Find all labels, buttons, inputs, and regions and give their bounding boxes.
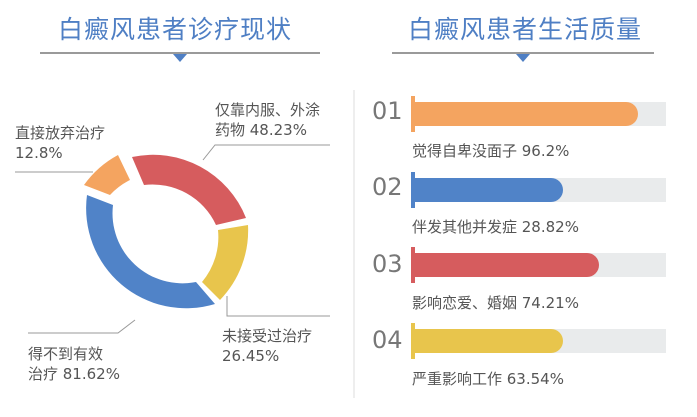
donut-chart — [15, 144, 330, 334]
rank-number: 04 — [372, 326, 403, 354]
right-title-divider — [392, 52, 654, 54]
donut-segment-ineffective — [86, 195, 215, 309]
bar-label: 影响恋爱、婚姻 74.21% — [412, 294, 579, 312]
donut-label-gave-up: 直接放弃治疗 12.8% — [15, 124, 106, 162]
bar-fill — [413, 178, 563, 202]
rank-number: 03 — [372, 250, 403, 278]
donut-segment-untreated — [202, 225, 249, 300]
bar-label: 严重影响工作 63.54% — [412, 370, 564, 388]
left-title-pointer-icon — [173, 54, 187, 62]
rank-number: 02 — [372, 173, 403, 201]
donut-label-ineffective: 得不到有效 治疗 81.62% — [28, 345, 120, 383]
donut-label-medication: 仅靠内服、外涂 药物 48.23% — [215, 101, 321, 139]
right-title-pointer-icon — [516, 54, 530, 62]
left-title-divider — [40, 52, 320, 54]
bar-fill — [413, 253, 599, 277]
donut-segment-gave-up — [84, 155, 130, 195]
bar-label: 觉得自卑没面子 96.2% — [412, 142, 570, 160]
bar-fill — [413, 329, 563, 353]
right-panel-title: 白癜风患者生活质量 — [407, 15, 642, 44]
donut-label-untreated: 未接受过治疗 26.45% — [222, 327, 313, 365]
rank-number: 01 — [372, 97, 403, 125]
left-panel-title: 白癜风患者诊疗现状 — [57, 15, 292, 44]
donut-segment-medication — [132, 154, 246, 225]
bar-fill — [413, 102, 638, 126]
bar-label: 伴发其他并发症 28.82% — [412, 218, 579, 236]
panel-divider — [353, 90, 355, 398]
